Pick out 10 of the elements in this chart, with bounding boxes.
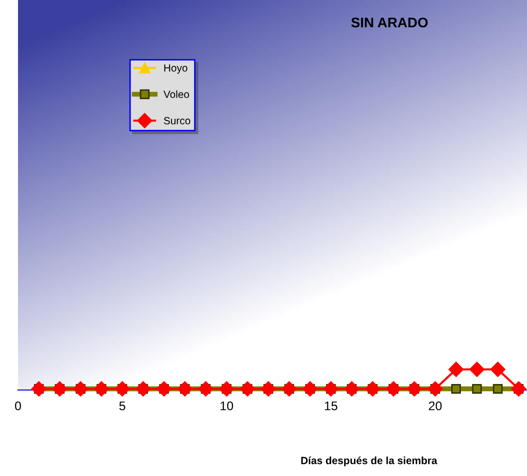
x-tick-label: 0	[15, 401, 21, 410]
x-tick-label: 20	[428, 401, 442, 410]
chart-title: SIN ARADO	[351, 18, 428, 28]
x-axis-title: Días después de la siembra	[301, 456, 438, 466]
legend-label: Voleo	[163, 90, 190, 98]
x-tick-label: 5	[119, 402, 126, 410]
x-tick-label: 10	[220, 401, 234, 410]
legend-label: Surco	[164, 117, 190, 124]
x-tick-label: 15	[324, 402, 338, 410]
legend-label: Hoyo	[164, 64, 188, 74]
